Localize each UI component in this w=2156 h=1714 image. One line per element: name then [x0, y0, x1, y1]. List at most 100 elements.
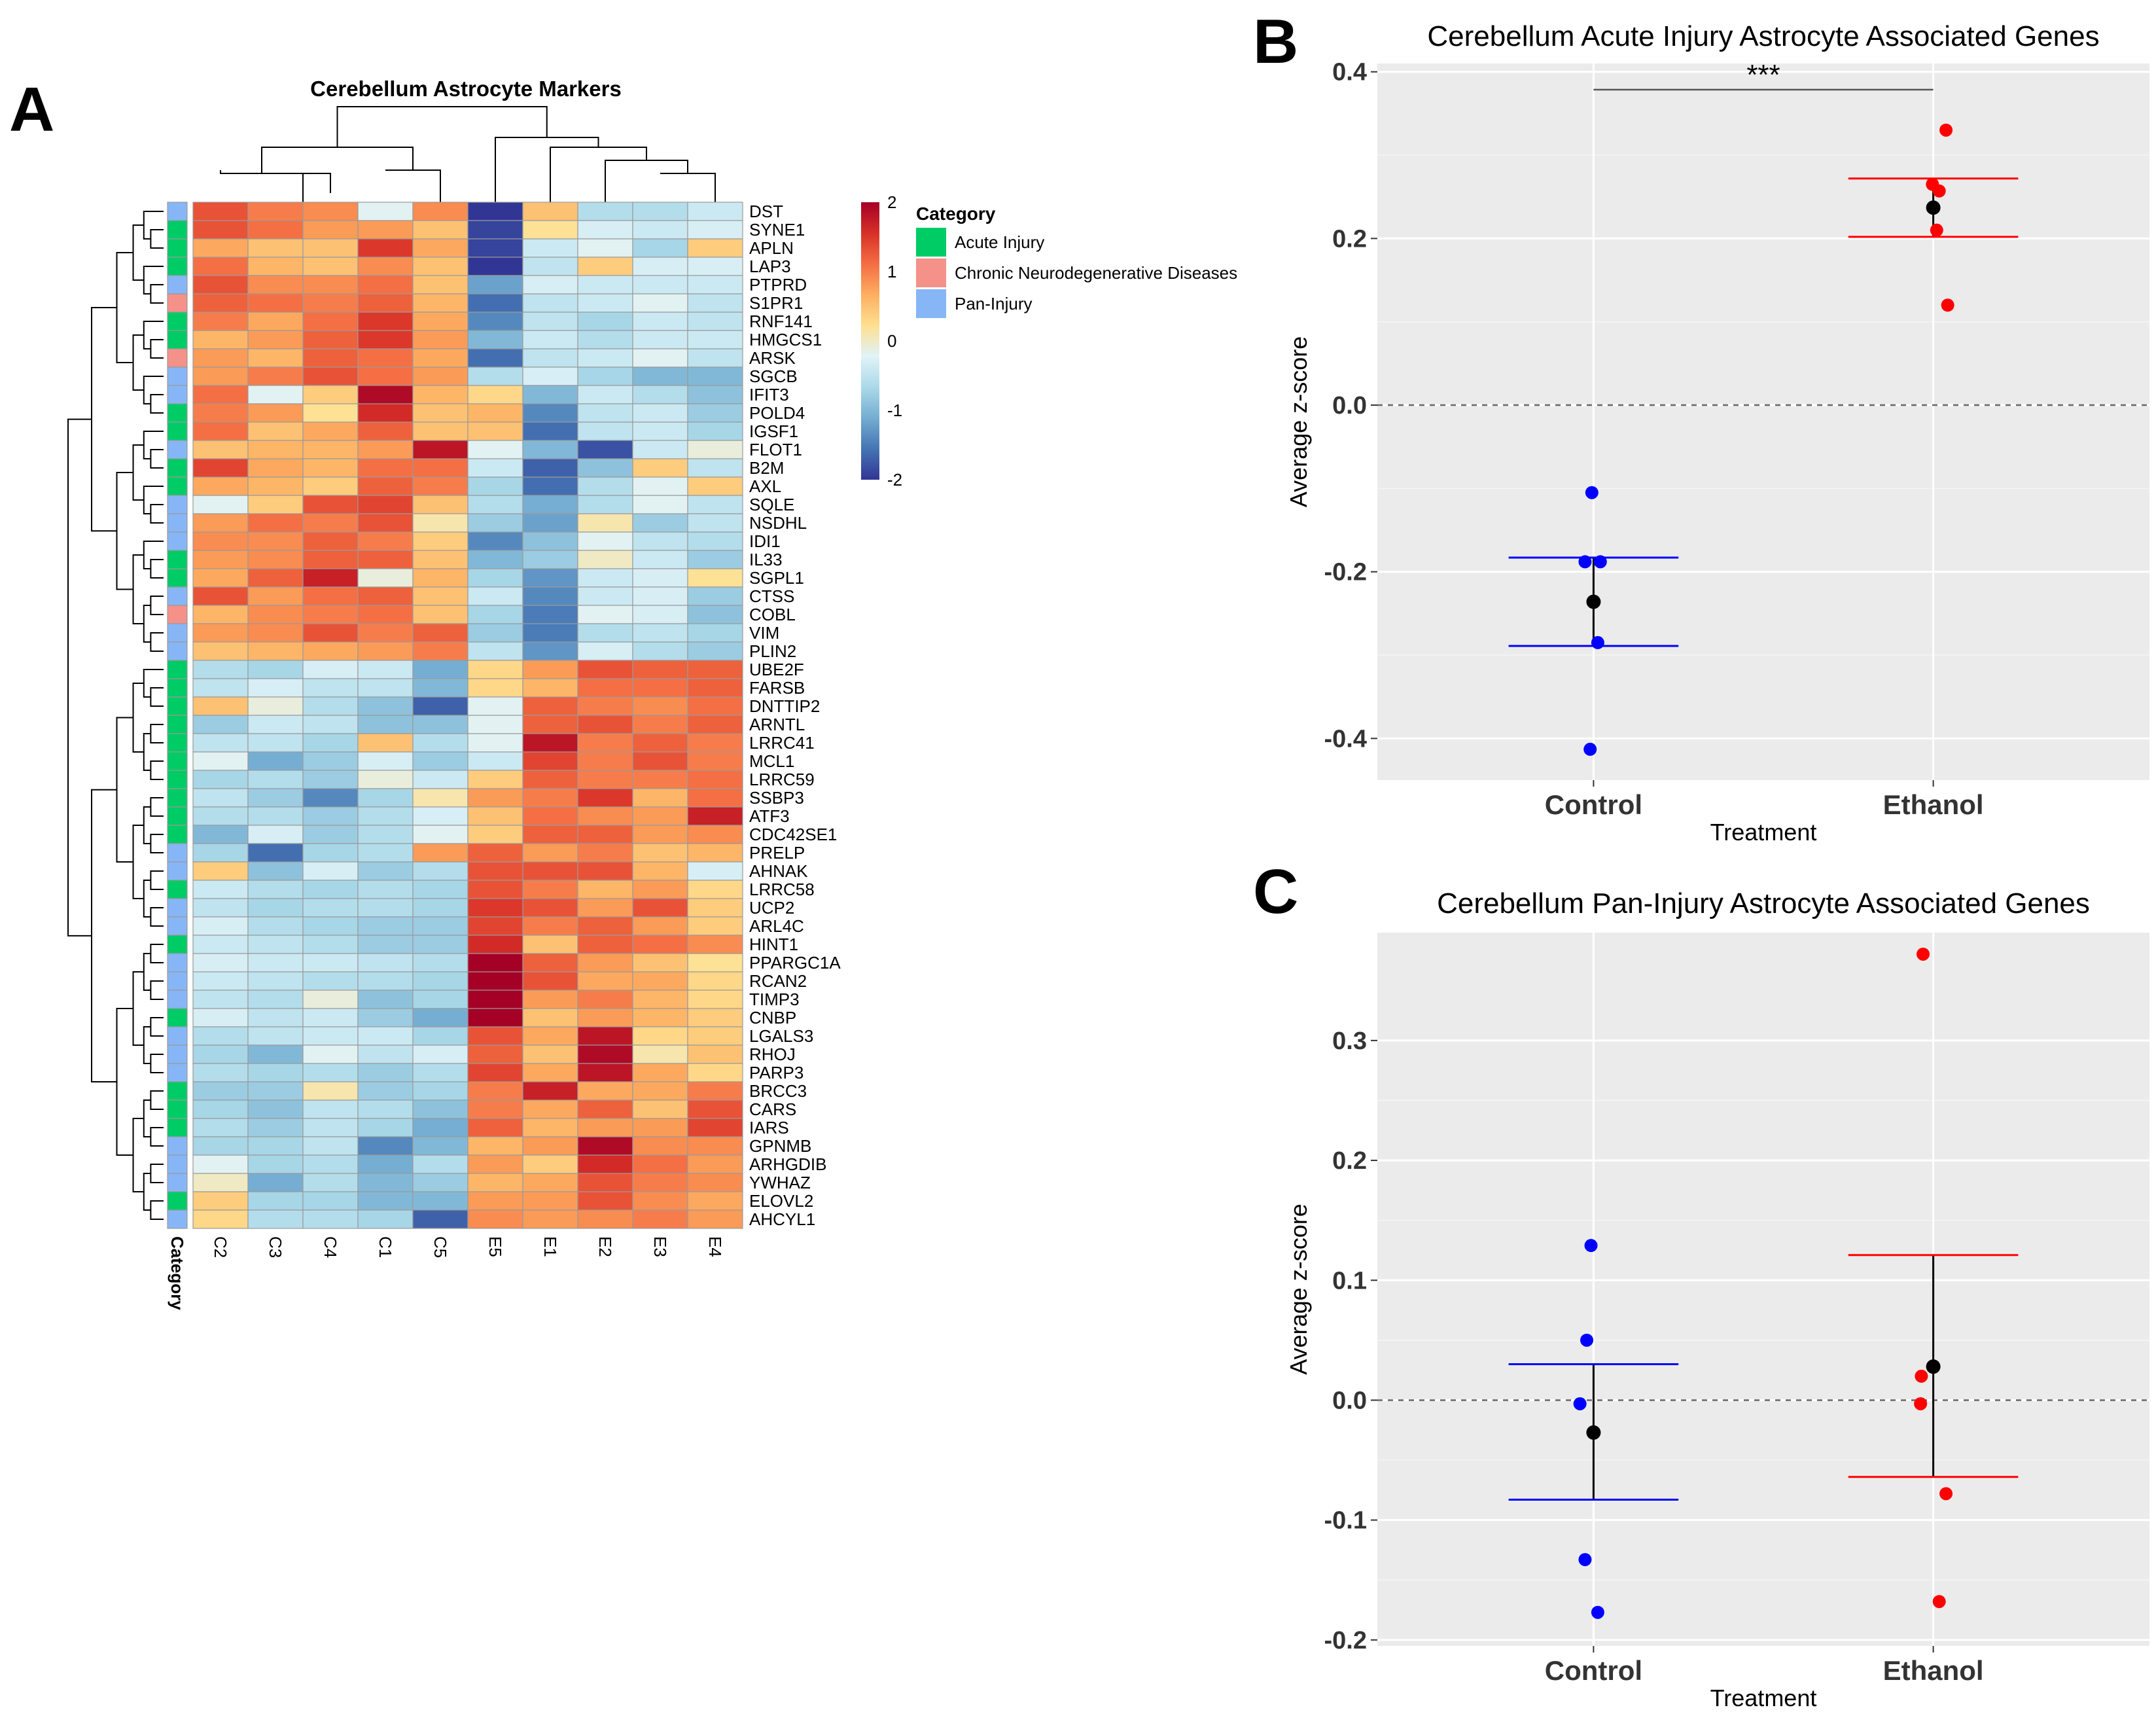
heatmap-cell: [357, 861, 414, 881]
heatmap-cell: [302, 293, 359, 313]
heatmap-cell: [467, 312, 523, 331]
heatmap-cell: [467, 641, 523, 661]
heatmap-cell: [522, 550, 578, 569]
heatmap-cell: [357, 550, 414, 569]
category-cell: [167, 898, 188, 918]
heatmap-cell: [522, 751, 578, 771]
dendrogram-link: [150, 797, 164, 817]
heatmap-cell: [632, 733, 688, 753]
heatmap-cell: [192, 1026, 249, 1046]
heatmap-cell: [687, 348, 743, 368]
heatmap-cell: [467, 935, 523, 954]
heatmap-cell: [247, 385, 304, 404]
heatmap-cell: [687, 293, 743, 313]
heatmap-cell: [577, 366, 633, 386]
heatmap-cell: [302, 476, 359, 496]
category-cell: [167, 953, 188, 973]
row-label: YWHAZ: [749, 1173, 811, 1192]
heatmap-cell: [577, 458, 633, 478]
heatmap-cell: [302, 257, 359, 276]
heatmap-cell: [577, 660, 633, 679]
heatmap-cell: [632, 293, 688, 313]
category-cell: [167, 623, 188, 643]
dendrogram-link: [143, 669, 164, 698]
heatmap-cell: [522, 257, 578, 276]
heatmap-cell: [687, 403, 743, 423]
heatmap-cell: [412, 202, 468, 221]
heatmap-cell: [577, 1191, 633, 1211]
heatmap-cell: [467, 366, 523, 386]
heatmap-cell: [412, 403, 468, 423]
heatmap-cell: [302, 1081, 359, 1101]
dendrogram-link: [150, 1017, 164, 1037]
row-label: RCAN2: [749, 971, 807, 991]
heatmap-cell: [687, 440, 743, 459]
heatmap-cell: [192, 257, 249, 276]
row-label: AHNAK: [749, 861, 808, 881]
row-label: AHCYL1: [749, 1209, 815, 1229]
heatmap-cell: [687, 586, 743, 606]
heatmap-cell: [632, 1136, 688, 1156]
mean-point: [1926, 1359, 1941, 1374]
heatmap-cell: [412, 623, 468, 643]
heatmap-cell: [302, 385, 359, 404]
heatmap-cell: [357, 641, 414, 661]
heatmap-cell: [467, 1118, 523, 1137]
heatmap-cell: [192, 880, 249, 899]
heatmap-cell: [687, 476, 743, 496]
heatmap-cell: [632, 916, 688, 936]
legend-swatch: [916, 289, 946, 318]
category-cell: [167, 1026, 188, 1046]
dendrogram-link: [143, 605, 151, 643]
category-cell: [167, 715, 188, 734]
dendrogram-link: [150, 980, 164, 1000]
heatmap-cell: [412, 1099, 468, 1119]
heatmap-cell: [687, 495, 743, 514]
heatmap-cell: [412, 257, 468, 276]
heatmap-cell: [687, 788, 743, 808]
data-point: [1941, 298, 1954, 312]
heatmap-cell: [357, 825, 414, 844]
heatmap-cell: [632, 953, 688, 973]
heatmap-cell: [412, 1063, 468, 1082]
heatmap-cell: [467, 275, 523, 295]
heatmap-cell: [687, 660, 743, 679]
dendrogram-link: [143, 953, 151, 991]
heatmap-cell: [412, 880, 468, 899]
heatmap-cell: [247, 770, 304, 789]
heatmap-cell: [357, 1008, 414, 1027]
heatmap-cell: [687, 312, 743, 331]
heatmap-cell: [357, 1118, 414, 1137]
category-cell: [167, 1063, 188, 1082]
heatmap-cell: [357, 751, 414, 771]
heatmap-cell: [302, 605, 359, 624]
heatmap-cell: [247, 880, 304, 899]
data-point: [1583, 742, 1597, 756]
heatmap-cell: [522, 788, 578, 808]
heatmap-cell: [632, 440, 688, 459]
heatmap-cell: [632, 366, 688, 386]
heatmap-cell: [192, 971, 249, 991]
heatmap-cell: [522, 898, 578, 918]
heatmap-cell: [467, 1136, 523, 1156]
heatmap-cell: [192, 935, 249, 954]
heatmap-cell: [247, 348, 304, 368]
heatmap-cell: [632, 935, 688, 954]
heatmap-cell: [357, 1191, 414, 1211]
heatmap-cell: [577, 440, 633, 459]
heatmap-cell: [687, 1044, 743, 1064]
heatmap-cell: [632, 696, 688, 716]
data-point: [1932, 184, 1946, 198]
heatmap-cell: [522, 1026, 578, 1046]
heatmap-cell: [357, 348, 414, 368]
heatmap-cell: [522, 715, 578, 734]
heatmap-cell: [247, 458, 304, 478]
row-label: SSBP3: [749, 788, 804, 808]
heatmap-cell: [247, 257, 304, 276]
heatmap-cell: [192, 568, 249, 588]
row-label: CNBP: [749, 1008, 796, 1027]
heatmap-cell: [632, 715, 688, 734]
category-cell: [167, 916, 188, 936]
heatmap-cell: [467, 1026, 523, 1046]
data-point: [1573, 1397, 1587, 1410]
